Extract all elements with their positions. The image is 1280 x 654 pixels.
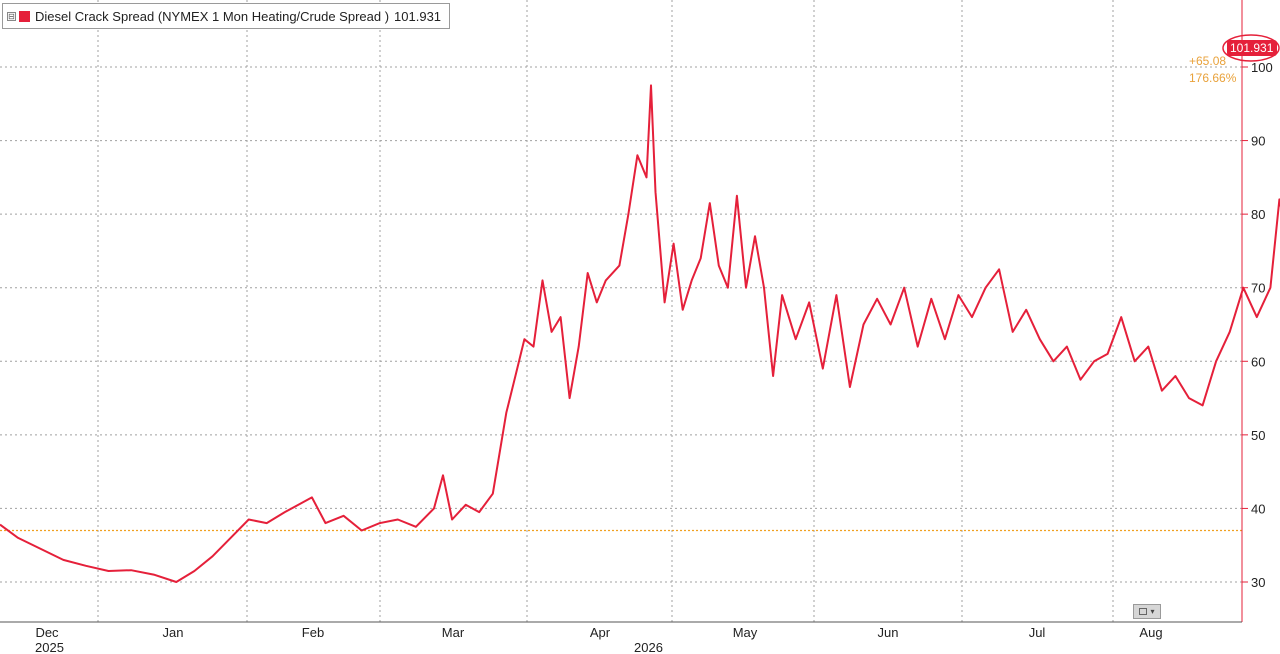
chart-legend[interactable]: ⊟ Diesel Crack Spread (NYMEX 1 Mon Heati… <box>2 3 451 29</box>
y-tick-label-40: 40 <box>1251 501 1265 516</box>
chart-axes <box>0 0 1248 623</box>
x-tick-sublabel-2025: 2025 <box>35 640 64 654</box>
last-value-badge: 101.931 <box>1222 34 1280 62</box>
y-tick-label-70: 70 <box>1251 281 1265 296</box>
chart-grid <box>0 0 1242 622</box>
legend-label: Diesel Crack Spread (NYMEX 1 Mon Heating… <box>35 8 390 24</box>
y-tick-label-90: 90 <box>1251 134 1265 149</box>
chart-options-button[interactable]: ▾ <box>1133 604 1161 619</box>
y-tick-label-100: 100 <box>1251 60 1273 75</box>
y-axis-ticks: 30 40 50 60 70 80 90 100 <box>1251 60 1273 590</box>
x-tick-label-apr: Apr <box>590 625 611 640</box>
chart-options-icon <box>1139 608 1148 615</box>
change-pct-label: 176.66% <box>1189 71 1237 85</box>
series-layer <box>0 84 1280 583</box>
x-tick-label-jan: Jan <box>163 625 184 640</box>
change-annotations: +65.08 176.66% <box>1189 54 1237 85</box>
legend-value: 101.931 <box>394 8 442 24</box>
collapse-icon[interactable]: ⊟ <box>7 11 16 21</box>
y-tick-label-60: 60 <box>1251 354 1265 369</box>
dropdown-chevron-icon: ▾ <box>1150 607 1155 616</box>
x-tick-sublabel-2026: 2026 <box>634 640 663 654</box>
y-tick-label-80: 80 <box>1251 207 1265 222</box>
last-value-badge-bg <box>1227 40 1277 56</box>
x-tick-label-feb: Feb <box>302 625 324 640</box>
y-tick-label-50: 50 <box>1251 428 1265 443</box>
x-tick-label-may: May <box>733 625 758 640</box>
series-swatch <box>19 10 30 22</box>
y-tick-label-30: 30 <box>1251 575 1265 590</box>
last-value-label: 101.931 <box>1230 41 1274 55</box>
series-line <box>0 84 1280 583</box>
x-tick-label-dec: Dec <box>35 625 59 640</box>
x-tick-label-jul: Jul <box>1029 625 1046 640</box>
x-tick-label-mar: Mar <box>442 625 465 640</box>
change-abs-label: +65.08 <box>1189 54 1226 68</box>
x-tick-label-aug: Aug <box>1139 625 1162 640</box>
x-tick-label-jun: Jun <box>878 625 899 640</box>
last-value-highlight-ring <box>1222 34 1280 62</box>
